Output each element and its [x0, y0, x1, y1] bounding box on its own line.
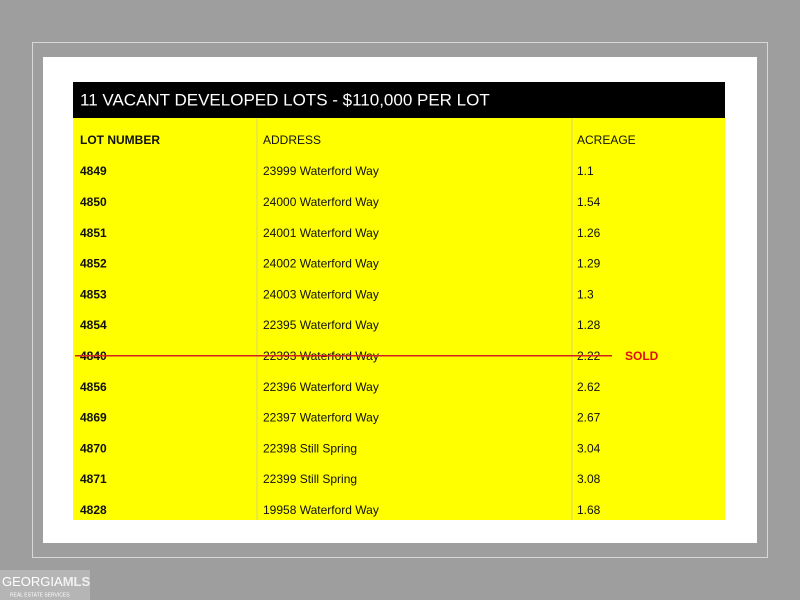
- acreage: 3.04: [577, 441, 601, 455]
- address: 24001 Waterford Way: [263, 226, 379, 240]
- lot-number: 4852: [80, 257, 107, 271]
- lot-number: 4851: [80, 226, 107, 240]
- address: 22397 Waterford Way: [263, 411, 379, 425]
- table-title: 11 VACANT DEVELOPED LOTS - $110,000 PER …: [80, 90, 490, 109]
- acreage: 1.1: [577, 164, 594, 178]
- acreage: 1.54: [577, 195, 601, 209]
- lot-number: 4853: [80, 287, 107, 301]
- title-bar: [73, 82, 725, 118]
- sold-note: SOLD: [625, 349, 659, 363]
- acreage: 1.26: [577, 226, 601, 240]
- column-header: ADDRESS: [263, 133, 321, 147]
- acreage: 1.68: [577, 503, 601, 517]
- acreage: 2.67: [577, 411, 601, 425]
- address: 24003 Waterford Way: [263, 287, 379, 301]
- watermark-tagline: REAL ESTATE SERVICES: [10, 592, 70, 598]
- lot-number: 4870: [80, 441, 107, 455]
- acreage: 2.62: [577, 380, 601, 394]
- acreage: 1.3: [577, 287, 594, 301]
- lot-number: 4828: [80, 503, 107, 517]
- address: 22399 Still Spring: [263, 472, 357, 486]
- acreage: 1.28: [577, 318, 601, 332]
- column-header: ACREAGE: [577, 133, 636, 147]
- lot-number: 4856: [80, 380, 107, 394]
- address: 22395 Waterford Way: [263, 318, 379, 332]
- lot-number: 4850: [80, 195, 107, 209]
- address: 22396 Waterford Way: [263, 380, 379, 394]
- frame: [32, 42, 768, 558]
- watermark-box: [0, 570, 90, 600]
- acreage: 1.29: [577, 257, 601, 271]
- lot-number: 4869: [80, 411, 107, 425]
- address: 22398 Still Spring: [263, 441, 357, 455]
- table-body: [73, 118, 725, 520]
- address: 19958 Waterford Way: [263, 503, 379, 517]
- watermark-brand: GEORGIAMLS: [2, 574, 90, 589]
- lot-number: 4871: [80, 472, 107, 486]
- column-header: LOT NUMBER: [80, 133, 160, 147]
- acreage: 3.08: [577, 472, 601, 486]
- address: 24002 Waterford Way: [263, 257, 379, 271]
- watermark-brand-right: MLS: [63, 574, 91, 589]
- watermark-brand-left: GEORGIA: [2, 574, 63, 589]
- lot-number: 4854: [80, 318, 107, 332]
- address: 23999 Waterford Way: [263, 164, 379, 178]
- lot-number: 4849: [80, 164, 107, 178]
- address: 24000 Waterford Way: [263, 195, 379, 209]
